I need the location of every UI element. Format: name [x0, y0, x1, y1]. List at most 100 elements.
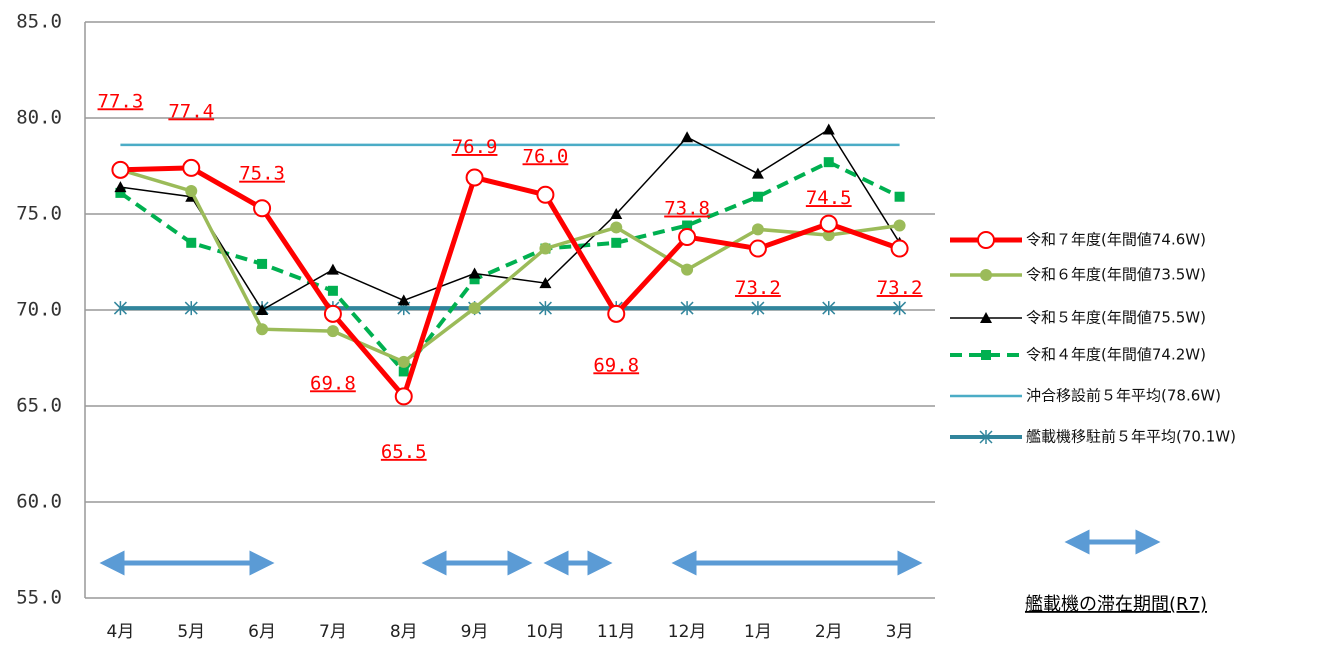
marker: [751, 223, 764, 236]
marker: [890, 239, 909, 258]
data-label: 69.8: [593, 354, 639, 376]
stay-label: 艦載機の滞在期間(R7): [1025, 594, 1207, 615]
x-tick-label: 3月: [886, 622, 914, 642]
stay-arrows: [99, 529, 1161, 576]
x-tick-label: 7月: [319, 622, 347, 642]
marker: [323, 304, 342, 323]
marker: [680, 301, 694, 316]
x-tick-label: 12月: [668, 622, 707, 642]
marker: [678, 228, 697, 247]
marker: [751, 301, 765, 316]
marker: [610, 208, 623, 219]
legend-label: 令和４年度(年間値74.2W): [1026, 346, 1206, 364]
marker: [610, 221, 623, 234]
series: [114, 123, 906, 315]
x-tick-label: 9月: [461, 622, 489, 642]
legend-item: 沖合移設前５年平均(78.6W): [950, 387, 1221, 405]
marker: [185, 184, 198, 197]
marker: [681, 131, 694, 143]
data-label: 69.8: [310, 372, 356, 394]
x-tick-label: 2月: [815, 622, 843, 642]
marker: [257, 258, 268, 269]
marker: [538, 301, 552, 316]
marker: [611, 237, 622, 248]
marker: [752, 191, 763, 202]
marker: [111, 160, 130, 179]
legend-label: 艦載機移駐前５年平均(70.1W): [1026, 428, 1236, 446]
legend-label: 令和７年度(年間値74.6W): [1026, 231, 1206, 249]
series: [111, 158, 909, 406]
marker: [326, 263, 339, 275]
marker: [398, 366, 409, 377]
legend-label: 令和５年度(年間値75.5W): [1026, 309, 1206, 327]
data-label: 73.8: [664, 198, 710, 220]
y-tick-label: 70.0: [16, 299, 62, 321]
x-tick-label: 10月: [526, 622, 565, 642]
legend-marker: [980, 269, 992, 281]
marker: [822, 301, 836, 316]
data-label: 75.3: [239, 163, 285, 185]
marker: [186, 237, 197, 248]
marker: [536, 185, 555, 204]
marker: [115, 187, 126, 198]
legend-marker: [980, 312, 992, 323]
data-label: 65.5: [381, 441, 427, 463]
legend-item: 令和５年度(年間値75.5W): [950, 309, 1206, 327]
legend-item: 令和４年度(年間値74.2W): [950, 346, 1206, 364]
marker: [397, 294, 410, 306]
marker: [468, 302, 481, 315]
series-line: [119, 159, 901, 375]
marker: [114, 181, 127, 193]
marker: [607, 304, 626, 323]
marker: [822, 229, 835, 242]
legend-label: 沖合移設前５年平均(78.6W): [1026, 387, 1221, 405]
marker: [682, 220, 693, 231]
marker: [256, 323, 269, 336]
marker: [465, 168, 484, 187]
series: [113, 301, 907, 316]
marker: [823, 157, 834, 168]
x-tick-label: 6月: [248, 622, 276, 642]
y-tick-label: 60.0: [16, 491, 62, 513]
y-tick-label: 75.0: [16, 203, 62, 225]
marker: [681, 263, 694, 276]
legend-marker: [979, 430, 993, 444]
marker: [539, 242, 552, 255]
data-label: 73.2: [877, 277, 923, 299]
x-tick-label: 11月: [597, 622, 636, 642]
legend-item: 令和７年度(年間値74.6W): [950, 231, 1206, 249]
legend-marker: [981, 350, 991, 360]
y-tick-label: 65.0: [16, 395, 62, 417]
x-tick-label: 1月: [744, 622, 772, 642]
x-tick-label: 8月: [390, 622, 418, 642]
y-tick-label: 85.0: [16, 11, 62, 33]
marker: [751, 167, 764, 179]
marker: [327, 285, 338, 296]
marker: [748, 239, 767, 258]
marker: [893, 219, 906, 232]
series-line: [120, 165, 901, 402]
marker: [256, 304, 269, 315]
legend-item: 艦載機移駐前５年平均(70.1W): [950, 428, 1236, 446]
marker: [397, 355, 410, 368]
marker: [253, 199, 272, 218]
marker: [394, 387, 413, 406]
marker: [894, 191, 905, 202]
marker: [819, 214, 838, 233]
marker: [893, 301, 907, 316]
legend-marker: [977, 231, 995, 249]
legend-item: 令和６年度(年間値73.5W): [950, 266, 1206, 284]
marker: [468, 267, 481, 279]
y-tick-label: 80.0: [16, 107, 62, 129]
x-tick-label: 5月: [177, 622, 205, 642]
series-line: [119, 168, 900, 364]
data-label: 74.5: [806, 187, 852, 209]
marker: [469, 274, 480, 285]
data-label: 77.3: [98, 90, 144, 112]
data-label: 77.4: [168, 100, 214, 122]
y-tick-label: 55.0: [16, 587, 62, 609]
data-label: 73.2: [735, 277, 781, 299]
marker: [113, 301, 127, 316]
marker: [182, 158, 201, 177]
